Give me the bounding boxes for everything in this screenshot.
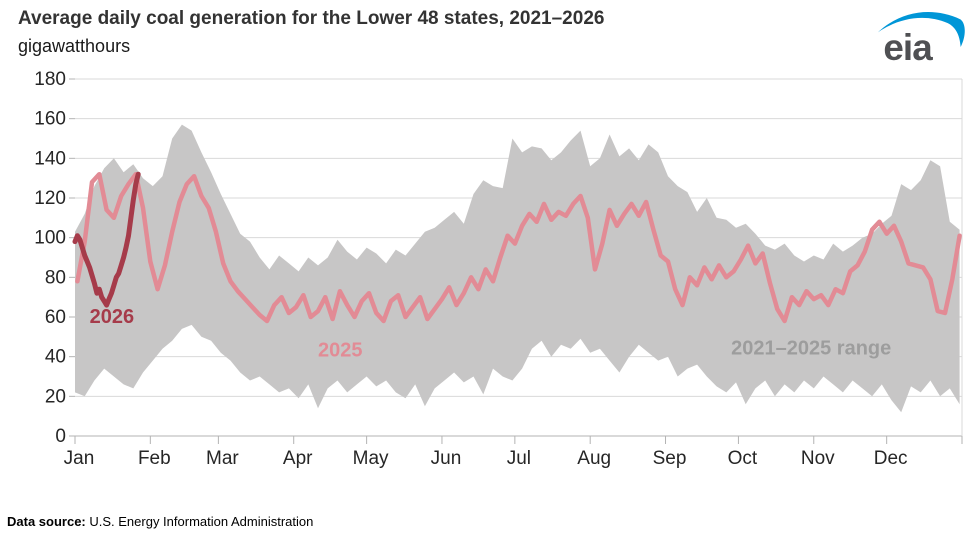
x-axis-label: Dec xyxy=(874,448,908,469)
series-label-2025: 2025 xyxy=(318,340,363,362)
x-axis-label: Nov xyxy=(801,448,835,469)
x-axis-label: Aug xyxy=(577,448,611,469)
y-axis-label: 140 xyxy=(34,148,66,169)
data-source-text: U.S. Energy Information Administration xyxy=(85,514,314,529)
y-axis-label: 180 xyxy=(34,69,66,90)
y-axis-label: 80 xyxy=(45,267,66,288)
x-axis-label: Jul xyxy=(507,448,531,469)
range-band-2021-2025 xyxy=(75,124,960,413)
x-axis-label: Mar xyxy=(206,448,239,469)
y-axis-label: 120 xyxy=(34,188,66,209)
series-label-2026: 2026 xyxy=(90,306,134,328)
x-axis-label: Jun xyxy=(431,448,462,469)
y-axis-label: 60 xyxy=(45,307,66,328)
eia-logo: eia xyxy=(877,12,965,66)
y-axis-label: 0 xyxy=(55,426,66,447)
eia-logo-swoosh-icon xyxy=(877,12,965,48)
line-2025 xyxy=(75,171,962,324)
x-axis-label: Oct xyxy=(728,448,758,469)
eia-logo-text: eia xyxy=(883,27,933,66)
chart-unit-label: gigawatthours xyxy=(18,36,131,56)
chart-title: Average daily coal generation for the Lo… xyxy=(18,8,605,29)
x-axis-label: Feb xyxy=(138,448,171,469)
y-axis-label: 20 xyxy=(45,386,66,407)
line-2026 xyxy=(72,171,141,308)
y-axis-label: 160 xyxy=(34,109,66,130)
x-axis-label: Sep xyxy=(653,448,687,469)
y-axis-label: 40 xyxy=(45,347,66,368)
series-label-2021-2025-range: 2021–2025 range xyxy=(731,338,891,360)
x-axis-label: May xyxy=(353,448,389,469)
data-source: Data source: U.S. Energy Information Adm… xyxy=(7,514,313,529)
data-source-label: Data source: xyxy=(7,514,86,529)
x-axis-label: Jan xyxy=(64,448,95,469)
y-axis-label: 100 xyxy=(34,228,66,249)
x-axis-label: Apr xyxy=(283,448,313,469)
